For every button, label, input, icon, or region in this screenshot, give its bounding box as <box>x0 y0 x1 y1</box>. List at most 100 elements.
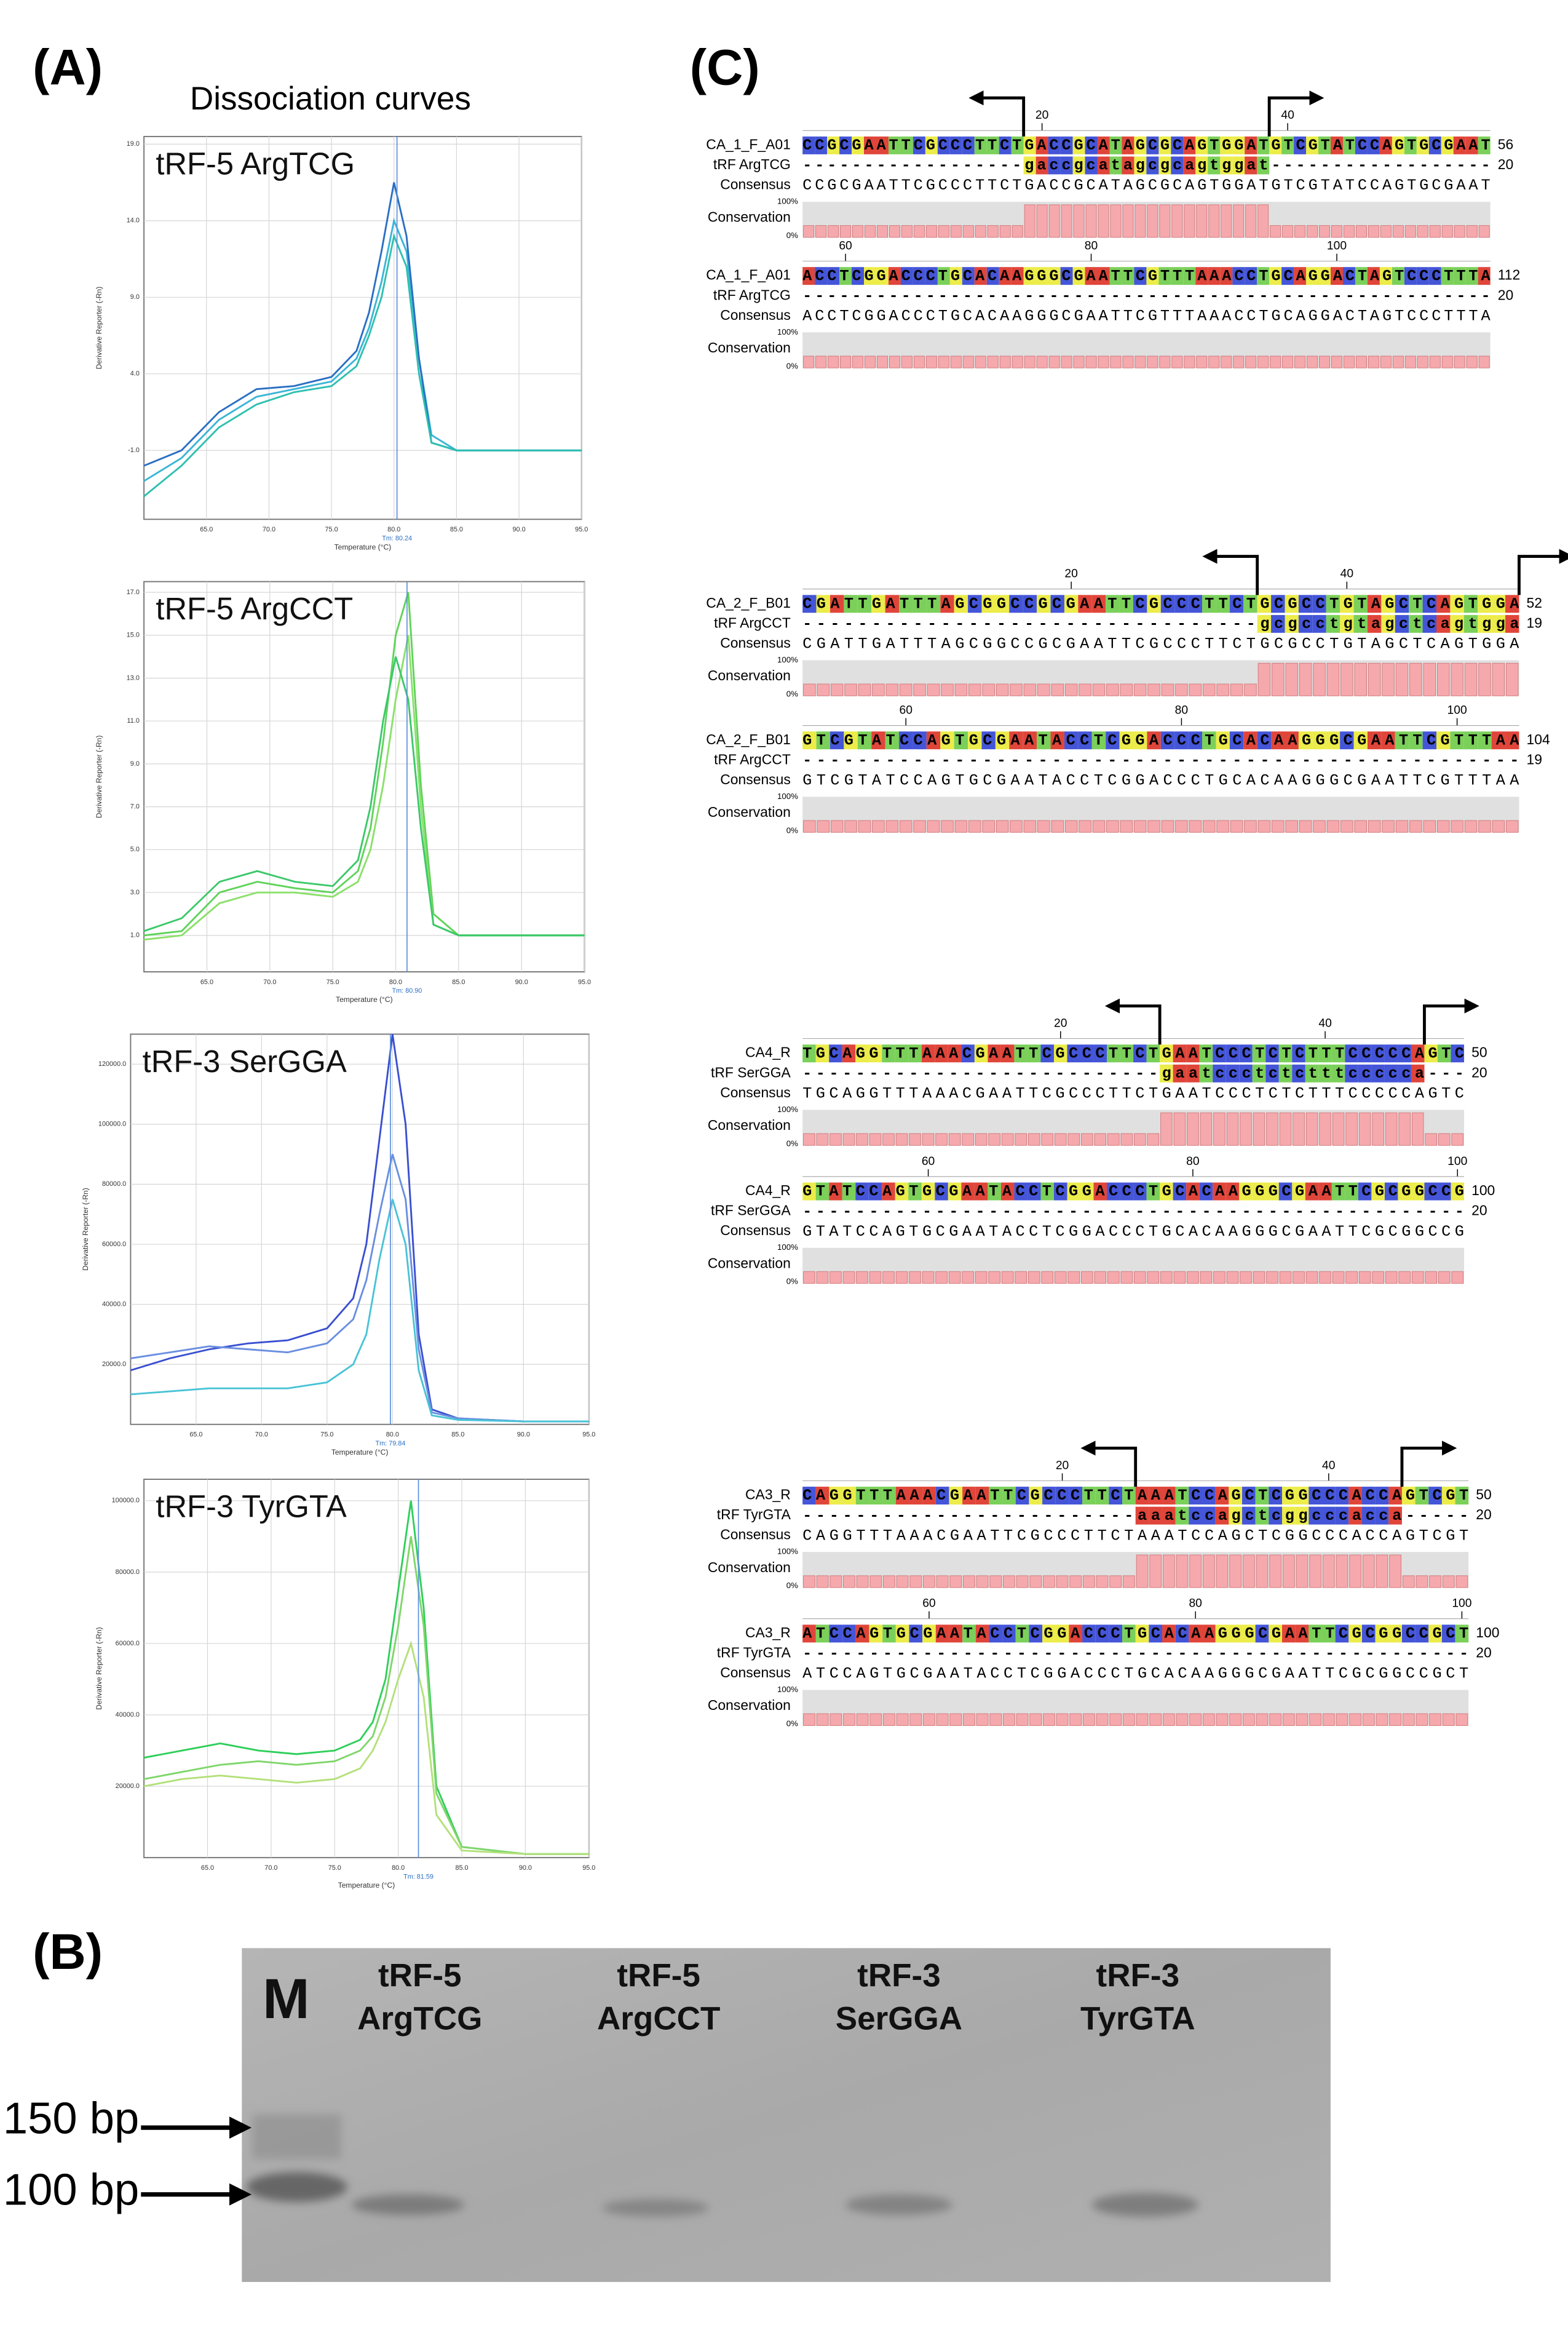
nucleotide-cell <box>1097 136 1110 154</box>
conservation-bar <box>815 356 827 368</box>
conservation-bar <box>816 1133 829 1146</box>
nucleotide-cell <box>1450 614 1464 633</box>
gel <box>242 1948 1331 2283</box>
conservation-bar <box>1092 820 1106 833</box>
nucleotide-cell <box>815 1182 830 1201</box>
nucleotide-cell <box>815 1487 830 1505</box>
nucleotide-cell <box>1331 1044 1345 1063</box>
conservation-bar <box>803 1575 815 1588</box>
nucleotide-cell <box>1428 267 1441 285</box>
nucleotide-cell <box>974 136 987 154</box>
conservation-bar <box>922 1271 935 1284</box>
y-tick-label: 120000.0 <box>98 1060 126 1068</box>
plot-area <box>143 135 582 520</box>
lane-label: ArgTCG <box>357 2001 482 2037</box>
conservation-bar <box>830 1133 842 1146</box>
row-end: 20 <box>1476 1645 1491 1661</box>
nucleotide-cell <box>1450 595 1464 613</box>
nucleotide-cell <box>1321 1624 1336 1643</box>
nucleotide-cell <box>1023 136 1036 154</box>
nucleotide-cell <box>962 267 975 285</box>
nucleotide-cell <box>1255 1624 1269 1643</box>
conservation-bar <box>1051 820 1064 833</box>
conservation-bar <box>1106 820 1119 833</box>
nucleotide-cell <box>1298 731 1313 750</box>
nucleotide-cell <box>1312 731 1326 750</box>
row-end: 19 <box>1527 614 1542 630</box>
conservation-bar <box>1382 820 1395 833</box>
conservation-bar <box>1229 1554 1242 1588</box>
lane-label: tRF-5 <box>617 1958 700 1994</box>
nucleotide-cell <box>899 595 913 613</box>
nucleotide-cell <box>1015 1624 1029 1643</box>
row-name: tRF ArgCCT <box>714 614 791 630</box>
nucleotide-cell <box>1243 595 1257 613</box>
conservation-bar <box>925 356 937 368</box>
x-axis-label: Temperature (°C) <box>335 542 392 551</box>
nucleotide-cell <box>868 1182 882 1201</box>
nucleotide-cell <box>974 1044 988 1063</box>
nucleotide-cell <box>949 1487 963 1505</box>
conservation-bar <box>1340 820 1353 833</box>
conservation-bar <box>1208 204 1220 238</box>
conservation-bar <box>950 225 962 238</box>
conservation-bar <box>999 356 1011 368</box>
primer-arrow <box>1400 1441 1457 1487</box>
nucleotide-cell <box>989 1487 1003 1505</box>
nucleotide-cell <box>1318 1044 1332 1063</box>
conservation-bar <box>968 820 981 833</box>
x-tick-label: 90.0 <box>519 1864 532 1872</box>
primer-arrow <box>968 90 1026 137</box>
conservation-bar <box>899 683 913 696</box>
nucleotide-cell <box>855 1044 869 1063</box>
nucleotide-cell <box>1216 731 1230 750</box>
conservation-bar <box>858 683 871 696</box>
conservation-bar <box>1293 1271 1305 1284</box>
nucleotide-cell <box>1122 267 1134 285</box>
nucleotide-cell <box>986 136 999 154</box>
conservation-bar <box>1202 1713 1215 1726</box>
nucleotide-cell <box>1271 731 1285 750</box>
nucleotide-cell <box>1078 731 1092 750</box>
nucleotide-cell <box>925 267 938 285</box>
sequence: ---------------------------gaatccctctctt… <box>802 1065 1464 1083</box>
tm-label: Tm: 79.84 <box>376 1440 406 1447</box>
conservation-bar <box>941 820 954 833</box>
x-tick-label: 95.0 <box>578 979 591 986</box>
nucleotide-cell <box>876 267 889 285</box>
nucleotide-cell <box>1335 1487 1349 1505</box>
nucleotide-cell <box>1188 731 1203 750</box>
nucleotide-cell <box>1171 156 1184 175</box>
nucleotide-cell <box>1331 136 1343 154</box>
nucleotide-cell <box>1384 1044 1398 1063</box>
ruler-label: 80 <box>1189 1597 1202 1610</box>
nucleotide-cell <box>1067 1182 1081 1201</box>
row-end: 56 <box>1498 136 1513 152</box>
conservation-bar <box>852 225 864 238</box>
conservation-bar <box>1404 225 1416 238</box>
conservation-bar <box>1149 1554 1162 1588</box>
conservation-bar <box>1411 1271 1424 1284</box>
nucleotide-cell <box>1331 267 1343 285</box>
nucleotide-cell <box>1312 595 1326 613</box>
nucleotide-cell <box>940 595 954 613</box>
nucleotide-cell <box>1295 1487 1309 1505</box>
nucleotide-cell <box>1395 595 1409 613</box>
nucleotide-cell <box>1478 614 1492 633</box>
nucleotide-cell <box>864 267 876 285</box>
nucleotide-cell <box>1097 267 1110 285</box>
nucleotide-cell <box>909 1487 923 1505</box>
nucleotide-cell <box>935 1182 948 1201</box>
conservation-bar <box>1003 1713 1015 1726</box>
conservation-bar <box>1041 1133 1054 1146</box>
nucleotide-cell <box>857 595 872 613</box>
conservation-bar <box>1464 820 1478 833</box>
nucleotide-cell <box>1292 1064 1305 1083</box>
conservation-bar <box>989 1713 1002 1726</box>
nucleotide-cell <box>962 1487 976 1505</box>
nucleotide-cell <box>1183 267 1196 285</box>
conservation-bar <box>1402 1713 1415 1726</box>
conservation-bar <box>1051 683 1064 696</box>
conservation-bar <box>1451 1271 1464 1284</box>
conservation-bar <box>1332 1112 1345 1146</box>
